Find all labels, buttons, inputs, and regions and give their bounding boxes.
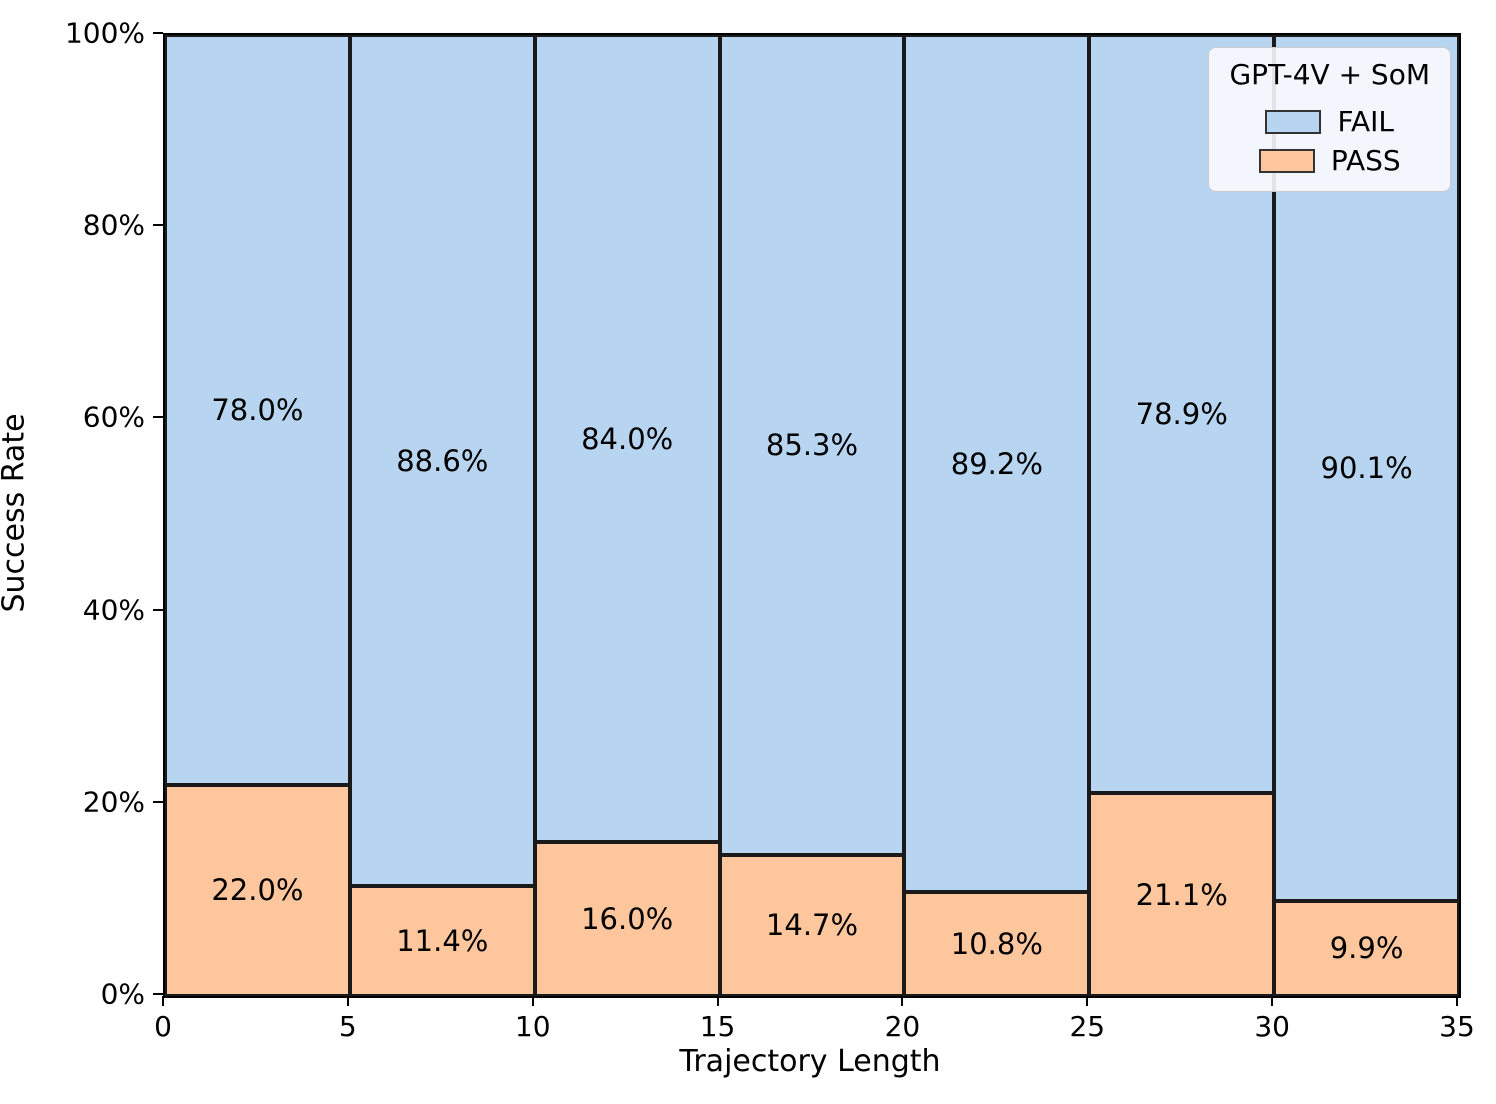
x-tick-label: 30 [1254, 1010, 1290, 1043]
plot-area: GPT-4V + SoM FAIL PASS 78.0% 22.0% 88.6% 11… [163, 33, 1461, 998]
x-tick-mark [1086, 996, 1089, 1006]
fail-bar-label: 78.9% [1135, 397, 1228, 432]
legend-title: GPT-4V + SoM [1229, 58, 1430, 91]
x-tick-mark [716, 996, 719, 1006]
pass-bar-label: 9.9% [1329, 931, 1404, 966]
x-tick-mark [531, 996, 534, 1006]
x-tick-label: 20 [884, 1010, 921, 1043]
pass-bar-label: 21.1% [1135, 877, 1228, 912]
y-tick-mark [153, 993, 163, 995]
pass-bar-label: 10.8% [950, 927, 1043, 962]
x-axis-title: Trajectory Length [679, 1044, 941, 1079]
pass-bar-label: 22.0% [211, 873, 304, 908]
x-tick-mark [162, 996, 164, 1006]
pass-bar-segment [349, 886, 535, 996]
legend-label-fail: FAIL [1337, 105, 1395, 138]
fail-bar-segment [904, 35, 1090, 893]
legend-label-pass: PASS [1330, 144, 1401, 177]
pass-bar-segment [534, 842, 720, 996]
pass-bar-segment [904, 892, 1090, 996]
x-tick-mark [901, 996, 904, 1006]
pass-bar-segment [1274, 900, 1459, 996]
x-tick-mark [1271, 996, 1274, 1006]
y-tick-label: 40% [82, 593, 145, 627]
y-tick-label: 20% [82, 785, 145, 819]
x-tick-label: 5 [338, 1010, 357, 1043]
x-tick-label: 35 [1439, 1010, 1475, 1043]
pass-bar-label: 11.4% [396, 924, 489, 959]
y-tick-mark [153, 416, 163, 419]
fail-bar-label: 90.1% [1320, 450, 1413, 485]
x-tick-label: 15 [699, 1010, 736, 1043]
x-tick-label: 10 [514, 1010, 551, 1043]
fail-bar-segment [534, 35, 720, 843]
fail-bar-label: 89.2% [950, 446, 1043, 481]
x-tick-label: 25 [1069, 1010, 1106, 1043]
pass-bar-segment [719, 854, 905, 996]
fail-swatch-icon [1265, 109, 1322, 134]
x-tick-mark [346, 996, 349, 1006]
y-tick-mark [153, 224, 163, 227]
fail-bar-segment [719, 35, 905, 855]
y-tick-mark [153, 608, 163, 611]
legend: GPT-4V + SoM FAIL PASS [1208, 47, 1451, 192]
pass-swatch-icon [1258, 148, 1315, 173]
y-tick-mark [153, 32, 163, 34]
x-tick-mark [1456, 996, 1458, 1006]
y-axis-title: Success Rate [0, 413, 32, 613]
legend-entry-fail: FAIL [1265, 105, 1394, 138]
legend-entry-pass: PASS [1258, 144, 1401, 177]
y-tick-label: 0% [100, 977, 145, 1011]
pass-bar-segment [1089, 793, 1275, 996]
fail-bar-label: 85.3% [765, 427, 859, 462]
fail-bar-segment [165, 35, 350, 785]
pass-bar-label: 14.7% [765, 908, 859, 943]
y-tick-mark [153, 800, 163, 803]
y-tick-label: 60% [82, 400, 145, 434]
fail-bar-segment [349, 35, 535, 887]
y-tick-label: 100% [64, 16, 145, 50]
fail-bar-label: 78.0% [211, 392, 304, 427]
fail-bar-label: 84.0% [581, 421, 674, 456]
fail-bar-label: 88.6% [396, 443, 489, 478]
y-tick-label: 80% [82, 208, 145, 242]
pass-bar-label: 16.0% [581, 902, 674, 937]
pass-bar-segment [165, 784, 350, 996]
x-tick-label: 0 [154, 1010, 172, 1043]
